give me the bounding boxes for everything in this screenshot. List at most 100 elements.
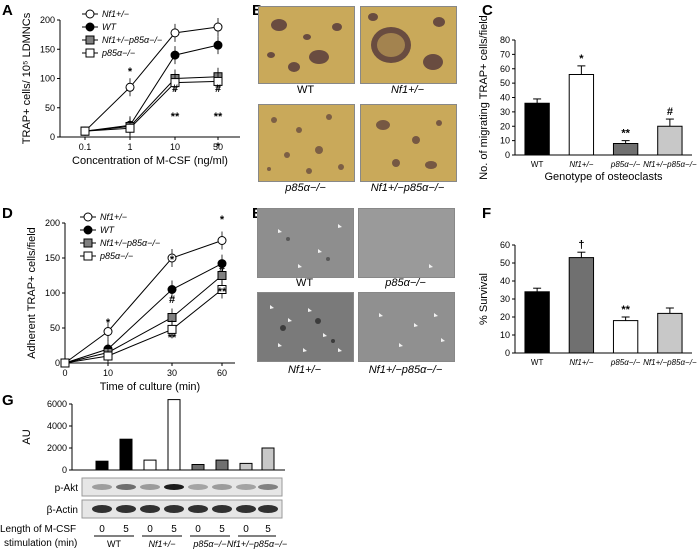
D-data-point (217, 285, 227, 294)
g-blot-band (188, 505, 208, 513)
D-data-point (217, 271, 227, 280)
A-y-tick-label: 200 (40, 15, 55, 25)
A-series-line (84, 26, 219, 132)
F-y-tick-label: 0 (505, 348, 510, 358)
D-legend-marker (83, 225, 93, 235)
g-blot-band (92, 484, 112, 490)
panel-label-a: A (2, 2, 13, 19)
A-y-tick-label: 0 (50, 132, 55, 142)
A-y-tick-label: 100 (40, 74, 55, 84)
C-y-axis-label: No. of migrating TRAP+ cells/field (478, 15, 490, 180)
D-x-tick-label: 10 (103, 368, 113, 378)
A-series-line (84, 80, 219, 132)
g-y-tick-label: 6000 (47, 399, 67, 409)
micrograph-b-double (360, 104, 457, 182)
A-x-axis-label: Concentration of M-CSF (ng/ml) (72, 155, 228, 167)
g-lane-label: 0 (147, 524, 153, 535)
g-y-tick-label: 2000 (47, 443, 67, 453)
micrograph-b-p85 (258, 104, 355, 182)
F-bar (568, 257, 595, 354)
A-annotation: # (172, 83, 178, 95)
g-y-tick-label: 4000 (47, 421, 67, 431)
D-y-tick-label: 200 (45, 218, 60, 228)
D-data-point (60, 358, 70, 368)
F-y-tick-label: 30 (500, 294, 510, 304)
g-blot-label: p-Akt (55, 483, 79, 494)
A-data-point (80, 126, 90, 136)
g-bar (95, 460, 109, 471)
g-blot-band (164, 505, 184, 513)
panel-label-g: G (2, 392, 14, 409)
panel-label-b: B (252, 2, 263, 19)
D-x-tick-label: 60 (217, 368, 227, 378)
A-y-tick-label: 50 (45, 103, 55, 113)
A-annotation: * (216, 141, 221, 153)
g-blot-band (212, 484, 232, 490)
g-bar (215, 459, 229, 471)
D-data-point (167, 324, 177, 334)
g-bar (143, 459, 157, 471)
micrograph-e-p85-label: p85α−/− (385, 277, 426, 289)
A-y-axis-label: TRAP+ cells/ 10⁵ LDMNCs (21, 12, 33, 144)
C-category-label: Nf1+/− (569, 160, 593, 169)
g-lane-label: 0 (195, 524, 201, 535)
A-data-point (170, 78, 180, 88)
F-annotation: ** (621, 304, 630, 316)
micrograph-e-wt (257, 208, 354, 278)
g-lane-label: 0 (99, 524, 105, 535)
C-x-axis-label: Genotype of osteoclasts (544, 171, 663, 183)
C-y-tick-label: 10 (500, 136, 510, 146)
panel-label-d: D (2, 205, 13, 222)
D-y-tick-label: 100 (45, 288, 60, 298)
A-legend-marker (85, 35, 95, 45)
F-y-tick-label: 50 (500, 258, 510, 268)
micrograph-b-wt (258, 6, 355, 84)
C-y-tick-label: 30 (500, 107, 510, 117)
C-annotation: * (579, 53, 584, 65)
g-blot-band (212, 505, 232, 513)
A-series-line (84, 44, 219, 132)
g-blot-band (258, 484, 278, 490)
C-y-tick-label: 70 (500, 49, 510, 59)
micrograph-b-wt-label: WT (296, 84, 315, 96)
g-lane-label: 5 (219, 524, 225, 535)
D-annotation: # (169, 294, 175, 306)
D-annotation: ** (218, 286, 227, 298)
D-series-line (64, 263, 223, 364)
micrograph-b-nf1-label: Nf1+/− (390, 84, 425, 96)
g-blot-band (92, 505, 112, 513)
A-annotation: # (215, 83, 221, 95)
g-y-tick-label: 0 (62, 465, 67, 475)
C-category-label: WT (531, 160, 544, 169)
A-data-point (170, 28, 180, 38)
C-bar (612, 143, 639, 156)
micrograph-e-p85 (358, 208, 455, 278)
A-y-tick-label: 150 (40, 44, 55, 54)
D-data-point (217, 236, 227, 245)
g-group-label: Nf1+/− (148, 539, 175, 549)
D-y-axis-label: Adherent TRAP+ cells/field (26, 227, 38, 359)
C-y-tick-label: 60 (500, 64, 510, 74)
g-lane-label: 0 (243, 524, 249, 535)
g-blot-band (188, 484, 208, 490)
A-legend-label: WT (102, 22, 117, 32)
D-series-line (64, 275, 223, 364)
D-y-tick-label: 150 (45, 253, 60, 263)
D-data-point (103, 327, 113, 336)
D-data-point (167, 313, 177, 322)
A-x-tick-label: 50 (213, 142, 223, 152)
A-data-point (213, 22, 223, 32)
g-bar (191, 464, 205, 471)
F-y-tick-label: 40 (500, 276, 510, 286)
D-annotation: # (219, 262, 225, 274)
panel-label-c: C (482, 2, 493, 19)
micrograph-e-nf1-label: Nf1+/− (287, 364, 322, 376)
D-y-tick-label: 50 (50, 323, 60, 333)
micrograph-b-double-label: Nf1+/−p85α−/− (370, 182, 445, 194)
g-blot-band (140, 484, 160, 490)
g-lane-label: 5 (123, 524, 129, 535)
F-y-tick-label: 10 (500, 330, 510, 340)
C-bar (568, 74, 595, 156)
D-annotation: * (220, 214, 225, 226)
chart-g-akt-western: 0 2000 4000 6000 AU p-Akt β-Actin Length of M-C… (0, 399, 287, 549)
